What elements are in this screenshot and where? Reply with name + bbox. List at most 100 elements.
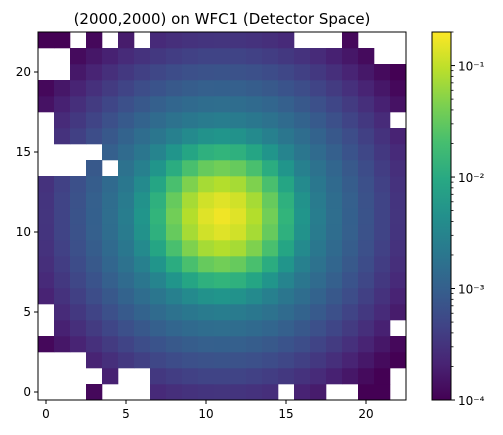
heatmap-cell [198,288,215,305]
heatmap-cell [214,128,231,145]
heatmap-cell [326,192,343,209]
heatmap-cell [118,320,135,337]
heatmap-cell [214,384,231,401]
heatmap-cell [358,224,375,241]
heatmap-cell [166,272,183,289]
heatmap-cell [294,224,311,241]
heatmap-cell [70,320,87,337]
heatmap-cell [166,288,183,305]
heatmap-cell [230,288,247,305]
heatmap-cell [262,336,279,353]
heatmap-cell [134,64,151,81]
heatmap-cell [86,352,103,369]
heatmap-cell [230,208,247,225]
heatmap-cell [278,48,295,65]
heatmap-cell [54,208,71,225]
heatmap-cell [214,288,231,305]
heatmap-cell [326,160,343,177]
heatmap-cell [278,224,295,241]
heatmap-cell [118,64,135,81]
heatmap-cell [246,64,263,81]
heatmap-cell [214,80,231,97]
heatmap-cell [38,240,55,257]
heatmap-cell [262,80,279,97]
x-tick-label: 0 [42,407,50,421]
heatmap-cell [102,208,119,225]
heatmap-cell [278,64,295,81]
heatmap-cell [294,208,311,225]
heatmap-cell [326,336,343,353]
heatmap-cell [86,32,103,49]
heatmap-cell [38,256,55,273]
heatmap-cell [86,160,103,177]
heatmap-cell [86,48,103,65]
heatmap-cell [342,224,359,241]
heatmap-cell [358,144,375,161]
heatmap-cell [374,304,391,321]
heatmap-cell [262,176,279,193]
heatmap-cell [86,192,103,209]
heatmap-cell [390,64,407,81]
heatmap-cell [214,240,231,257]
heatmap-cell [294,80,311,97]
heatmap-cell [182,352,199,369]
heatmap-cell [86,320,103,337]
heatmap-cell [166,128,183,145]
heatmap-cells [38,32,407,401]
heatmap-cell [246,272,263,289]
heatmap-cell [326,304,343,321]
heatmap-cell [246,304,263,321]
heatmap-cell [214,96,231,113]
heatmap-cell [326,256,343,273]
heatmap-cell [374,64,391,81]
heatmap-cell [166,64,183,81]
heatmap-cell [294,320,311,337]
heatmap-cell [262,256,279,273]
heatmap-cell [374,192,391,209]
heatmap-cell [374,160,391,177]
heatmap-cell [326,368,343,385]
heatmap-cell [214,336,231,353]
heatmap-cell [278,128,295,145]
heatmap-cell [390,288,407,305]
heatmap-cell [342,144,359,161]
heatmap-cell [102,304,119,321]
plot-frame [37,31,407,401]
heatmap-cell [150,96,167,113]
heatmap-cell [54,336,71,353]
heatmap-cell [342,128,359,145]
heatmap-cell [390,336,407,353]
heatmap-cell [118,32,135,49]
heatmap-cell [182,320,199,337]
heatmap-cell [134,320,151,337]
heatmap-cell [166,304,183,321]
heatmap-cell [326,80,343,97]
heatmap-cell [374,384,391,401]
heatmap-cell [246,160,263,177]
heatmap-cell [102,256,119,273]
heatmap-cell [230,320,247,337]
heatmap-cell [310,64,327,81]
heatmap-cell [230,32,247,49]
heatmap-cell [230,192,247,209]
heatmap-cell [150,144,167,161]
heatmap-cell [230,128,247,145]
heatmap-cell [390,224,407,241]
heatmap-cell [182,288,199,305]
heatmap-cell [310,272,327,289]
heatmap-cell [166,112,183,129]
heatmap-cell [214,64,231,81]
heatmap-cell [310,336,327,353]
heatmap-cell [278,288,295,305]
heatmap-cell [166,224,183,241]
heatmap-cell [294,64,311,81]
heatmap-cell [246,288,263,305]
heatmap-cell [246,96,263,113]
heatmap-cell [390,208,407,225]
heatmap-cell [246,240,263,257]
heatmap-cell [102,336,119,353]
heatmap-cell [86,128,103,145]
heatmap-cell [118,144,135,161]
heatmap-cell [214,48,231,65]
heatmap-cell [150,256,167,273]
